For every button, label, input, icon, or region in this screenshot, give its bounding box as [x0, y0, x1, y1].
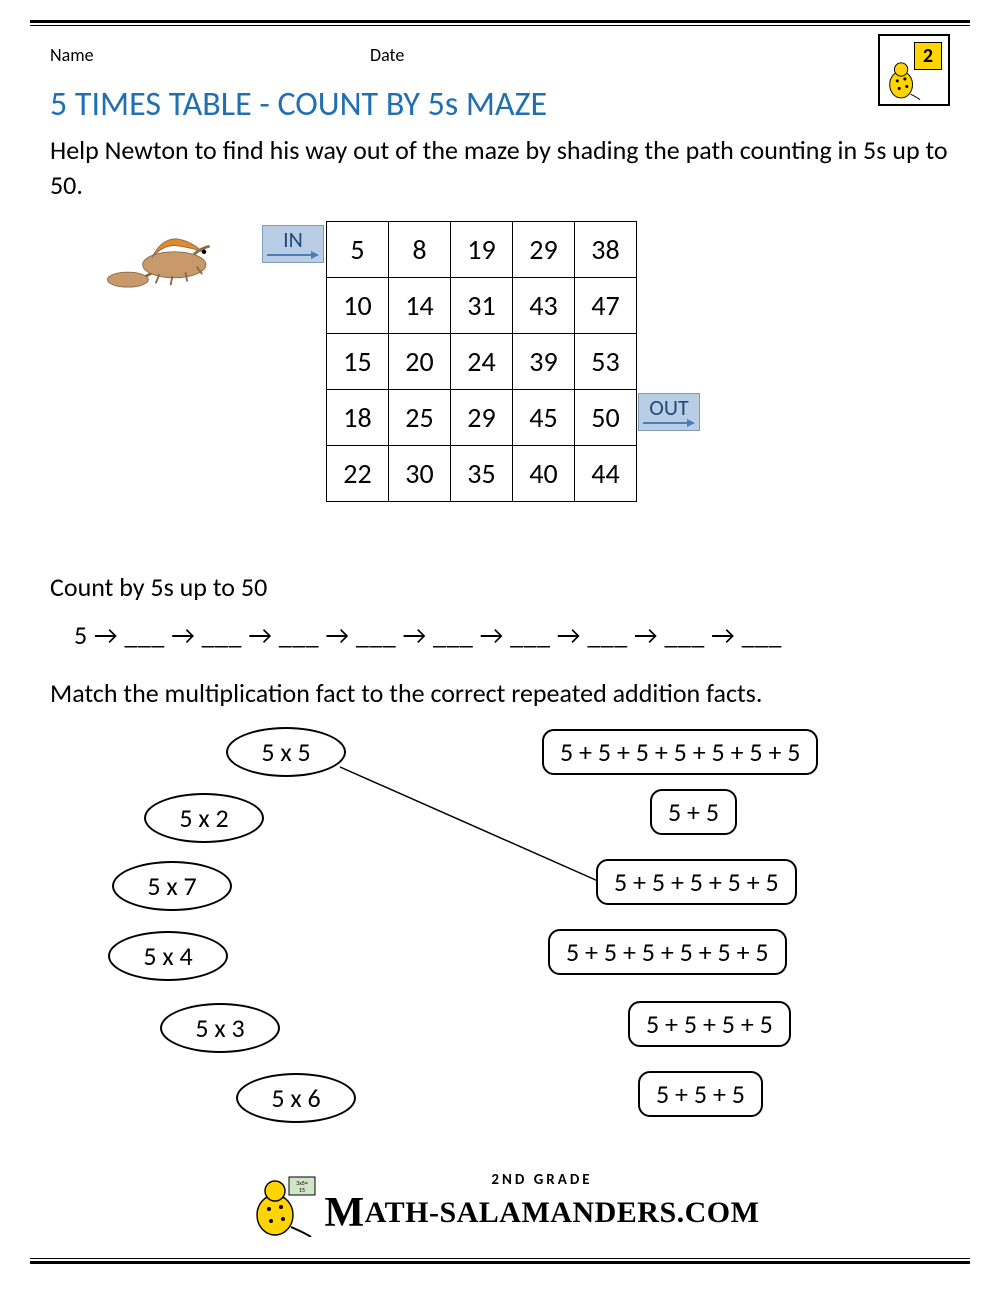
multiplication-oval: 5 x 6: [236, 1073, 356, 1123]
header-row: Name Date 2: [0, 36, 1000, 66]
footer: 3x5= 15 2ND GRADE MATH-SALAMANDERS.COM: [0, 1167, 1000, 1248]
maze-cell: 18: [327, 390, 389, 446]
match-section-label: Match the multiplication fact to the cor…: [0, 661, 1000, 719]
svg-text:15: 15: [298, 1186, 304, 1194]
maze-cell: 20: [389, 334, 451, 390]
count-by-5s-line: 5 → ___ → ___ → ___ → ___ → ___ → ___ → …: [0, 613, 1000, 661]
maze-cell: 25: [389, 390, 451, 446]
maze-cell: 29: [451, 390, 513, 446]
arrow-right-icon: [641, 418, 695, 428]
multiplication-oval: 5 x 7: [112, 861, 232, 911]
count-section-label: Count by 5s up to 50: [0, 541, 1000, 613]
top-rule: [30, 20, 970, 26]
in-text: IN: [283, 226, 303, 253]
out-text: OUT: [649, 394, 688, 421]
addition-rect: 5 + 5 + 5 + 5 + 5: [596, 859, 797, 905]
addition-rect: 5 + 5 + 5: [638, 1071, 763, 1117]
footer-grade: 2ND GRADE: [325, 1171, 760, 1189]
salamander-icon: [884, 56, 922, 100]
maze-cell: 31: [451, 278, 513, 334]
addition-rect: 5 + 5 + 5 + 5 + 5 + 5: [548, 929, 787, 975]
maze-cell: 44: [575, 446, 637, 502]
multiplication-oval: 5 x 4: [108, 931, 228, 981]
maze-cell: 50: [575, 390, 637, 446]
match-area: 5 x 5 5 x 2 5 x 7 5 x 4 5 x 3 5 x 6 5 + 5 + 5 …: [50, 727, 950, 1167]
maze-cell: 24: [451, 334, 513, 390]
addition-rect: 5 + 5: [650, 789, 737, 835]
maze-out-label: OUT: [638, 393, 700, 431]
maze-grid: 5819293810143143471520243953182529455022…: [326, 221, 637, 502]
maze-cell: 29: [513, 222, 575, 278]
maze-cell: 19: [451, 222, 513, 278]
newton-salamander-icon: [100, 227, 230, 297]
maze-cell: 10: [327, 278, 389, 334]
footer-site-rest: ATH-SALAMANDERS.COM: [365, 1196, 760, 1229]
multiplication-oval: 5 x 2: [144, 793, 264, 843]
maze-cell: 22: [327, 446, 389, 502]
arrow-right-icon: [265, 250, 319, 260]
maze-cell: 45: [513, 390, 575, 446]
maze-cell: 39: [513, 334, 575, 390]
maze-cell: 5: [327, 222, 389, 278]
footer-site: MATH-SALAMANDERS.COM: [325, 1189, 760, 1237]
date-label: Date: [370, 44, 404, 66]
addition-rect: 5 + 5 + 5 + 5: [628, 1001, 791, 1047]
maze-cell: 15: [327, 334, 389, 390]
maze-cell: 53: [575, 334, 637, 390]
maze-cell: 30: [389, 446, 451, 502]
page-title: 5 TIMES TABLE - COUNT BY 5s MAZE: [0, 66, 1000, 133]
instructions: Help Newton to find his way out of the m…: [0, 133, 1000, 203]
footer-site-m: M: [325, 1190, 365, 1236]
multiplication-oval: 5 x 5: [226, 727, 346, 777]
maze-in-label: IN: [262, 225, 324, 263]
maze-cell: 8: [389, 222, 451, 278]
bottom-rule: [30, 1258, 970, 1264]
name-label: Name: [50, 44, 370, 66]
maze-cell: 38: [575, 222, 637, 278]
footer-salamander-icon: 3x5= 15: [241, 1173, 321, 1237]
maze-cell: 14: [389, 278, 451, 334]
maze-cell: 35: [451, 446, 513, 502]
addition-rect: 5 + 5 + 5 + 5 + 5 + 5 + 5: [542, 729, 818, 775]
maze-area: IN 5819293810143143471520243953182529455…: [0, 221, 1000, 541]
brand-logo: 2: [878, 34, 950, 106]
maze-cell: 47: [575, 278, 637, 334]
maze-cell: 43: [513, 278, 575, 334]
maze-cell: 40: [513, 446, 575, 502]
multiplication-oval: 5 x 3: [160, 1003, 280, 1053]
